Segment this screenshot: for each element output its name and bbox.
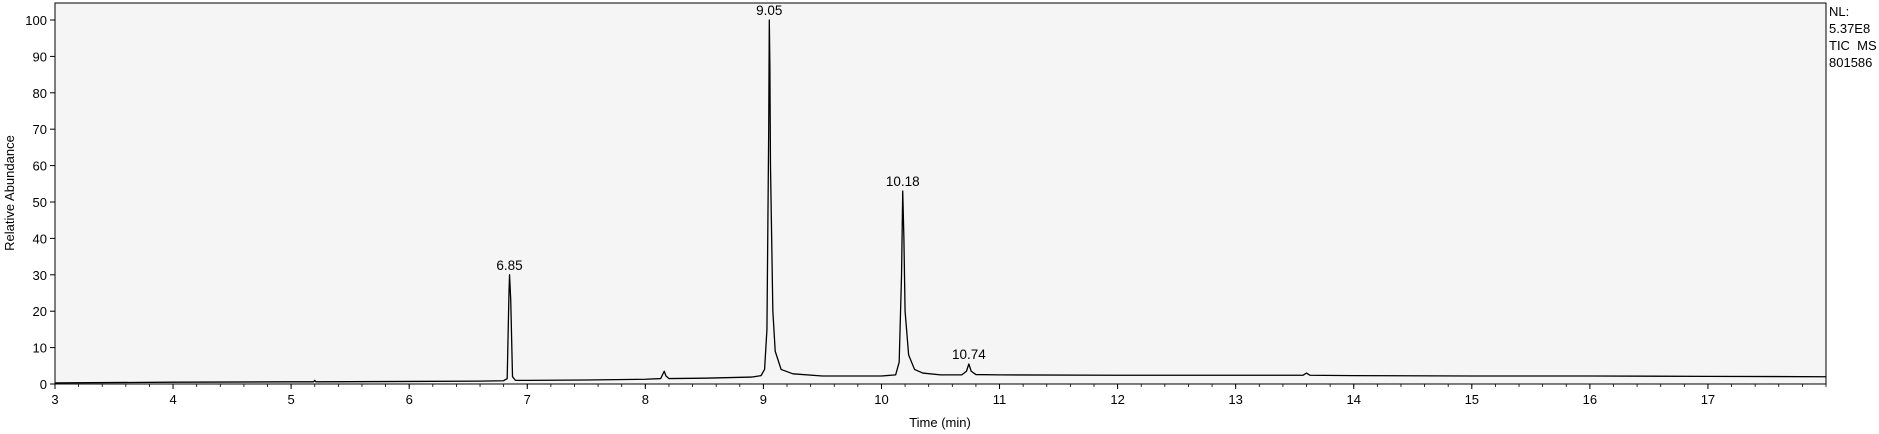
x-tick-label-16: 16 (1583, 392, 1597, 407)
peak-label-10.74: 10.74 (952, 347, 986, 362)
plot-area (54, 2, 1827, 385)
y-tick-label-40: 40 (33, 231, 47, 246)
y-tick-label-50: 50 (33, 195, 47, 210)
peak-label-10.18: 10.18 (886, 174, 920, 189)
y-tick-label-90: 90 (33, 49, 47, 64)
sample-id: 801586 (1829, 55, 1873, 70)
x-tick-label-13: 13 (1228, 392, 1242, 407)
x-tick-label-7: 7 (524, 392, 531, 407)
peak-labels: 6.85 9.05 10.18 10.74 (496, 3, 986, 362)
y-axis-title: Relative Abundance (2, 135, 17, 251)
nl-label: NL: (1829, 4, 1850, 19)
y-tick-label-70: 70 (33, 122, 47, 137)
x-tick-label-6: 6 (406, 392, 413, 407)
x-axis-title: Time (min) (909, 415, 971, 430)
x-tick-label-12: 12 (1110, 392, 1124, 407)
x-tick-label-10: 10 (874, 392, 888, 407)
y-tick-label-80: 80 (33, 86, 47, 101)
y-axis: 0 10 20 30 40 50 60 70 80 90 100 (25, 13, 55, 392)
x-tick-label-3: 3 (51, 392, 58, 407)
y-tick-label-30: 30 (33, 268, 47, 283)
y-tick-label-0: 0 (40, 377, 47, 392)
peak-label-9.05: 9.05 (756, 3, 782, 18)
trace-info-box: NL: 5.37E8 TIC MS 801586 (1829, 3, 1877, 71)
x-tick-label-4: 4 (169, 392, 176, 407)
x-tick-label-15: 15 (1465, 392, 1479, 407)
series-line-tic (54, 19, 1827, 384)
trace-label: TIC MS (1829, 38, 1877, 53)
nl-value: 5.37E8 (1829, 21, 1871, 36)
x-axis-minor-ticks (54, 384, 1827, 387)
x-axis: 3 4 5 6 7 8 9 10 11 12 13 14 15 16 17 (51, 384, 1715, 407)
y-tick-label-20: 20 (33, 304, 47, 319)
y-tick-label-100: 100 (25, 13, 47, 28)
x-tick-label-9: 9 (760, 392, 767, 407)
peak-label-6.85: 6.85 (496, 258, 522, 273)
x-tick-label-5: 5 (288, 392, 295, 407)
x-tick-label-17: 17 (1701, 392, 1715, 407)
x-tick-label-8: 8 (642, 392, 649, 407)
x-tick-label-14: 14 (1346, 392, 1360, 407)
x-tick-label-11: 11 (993, 392, 1007, 407)
y-tick-label-10: 10 (33, 341, 47, 356)
y-tick-label-60: 60 (33, 159, 47, 174)
